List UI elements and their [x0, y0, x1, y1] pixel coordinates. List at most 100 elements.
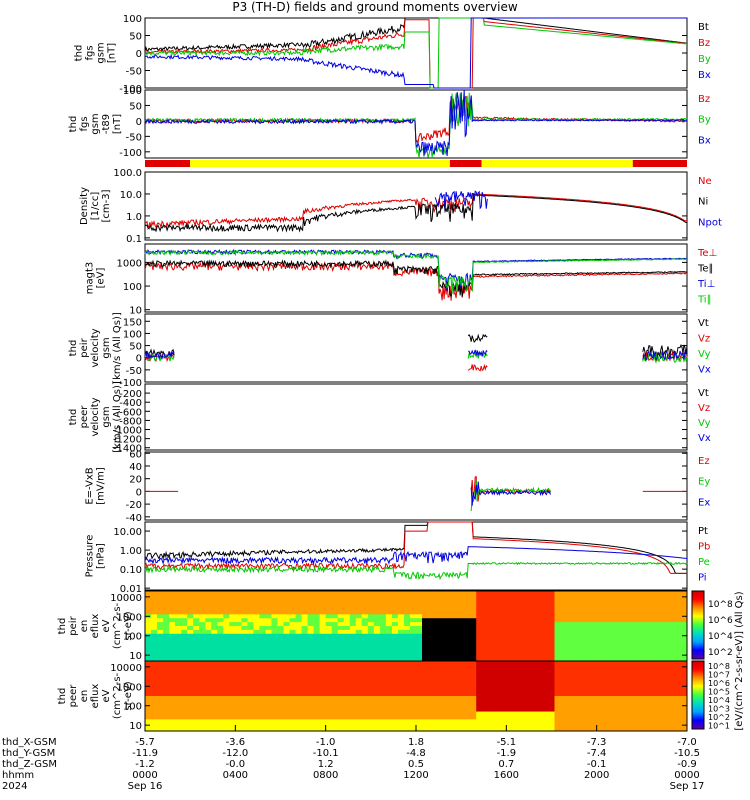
spectrogram-cell — [259, 711, 266, 716]
spectrogram-cell — [566, 606, 574, 611]
spectrogram-cell — [632, 633, 640, 639]
series-line — [434, 190, 488, 210]
spectrogram-cell — [211, 649, 218, 654]
spectrogram-cell — [458, 680, 465, 685]
spectrogram-cell — [289, 653, 297, 658]
spectrogram-cell — [512, 606, 519, 611]
spectrogram-cell — [452, 649, 459, 654]
spectrogram-cell — [295, 707, 303, 713]
spectrogram-cell — [253, 688, 260, 693]
spectrogram-cell — [343, 645, 351, 650]
spectrogram-cell — [638, 692, 646, 697]
spectrogram-cell — [205, 664, 212, 670]
spectrogram-cell — [506, 606, 513, 611]
spectrogram-cell — [181, 606, 188, 611]
spectrogram-cell — [181, 610, 188, 615]
spectrogram-cell — [355, 657, 363, 662]
spectrogram-cell — [307, 676, 315, 681]
spectrogram-cell — [331, 719, 339, 724]
spectrogram-cell — [385, 622, 393, 627]
spectrogram-cell — [181, 633, 188, 639]
spectrogram-cell — [500, 727, 507, 732]
spectrogram-cell — [247, 649, 254, 654]
spectrogram-cell — [440, 614, 447, 619]
spectrogram-cell — [530, 672, 537, 678]
spectrogram-cell — [482, 641, 489, 646]
spectrogram-cell — [265, 688, 272, 693]
spectrogram-cell — [295, 696, 303, 701]
spectrogram-cell — [470, 649, 477, 654]
spectrogram-cell — [656, 699, 664, 705]
series-line — [144, 17, 688, 89]
spectrogram-cell — [554, 676, 562, 681]
spectrogram-cell — [542, 684, 549, 689]
spectrogram-cell — [470, 645, 477, 650]
legend-entry: Bx — [698, 70, 711, 81]
spectrogram-cell — [494, 684, 501, 689]
spectrogram-cell — [494, 602, 501, 608]
spectrogram-cell — [403, 618, 411, 623]
spectrogram-cell — [566, 719, 574, 724]
spectrogram-cell — [301, 688, 309, 693]
spectrogram-cell — [650, 661, 658, 666]
y-tick-label: 100 — [123, 702, 142, 713]
x-tick-label: -1.9 — [497, 748, 517, 759]
spectrogram-cell — [241, 684, 248, 689]
spectrogram-cell — [440, 610, 447, 615]
spectrogram-cell — [566, 703, 574, 709]
spectrogram-cell — [668, 664, 676, 670]
spectrogram-cell — [211, 618, 218, 623]
spectrogram-cell — [680, 657, 688, 662]
spectrogram-cell — [403, 649, 411, 654]
spectrogram-cell — [644, 723, 652, 728]
spectrogram-cell — [277, 591, 285, 596]
spectrogram-cell — [524, 668, 531, 674]
spectrogram-cell — [379, 633, 387, 639]
spectrogram-cell — [403, 602, 411, 608]
spectrogram-cell — [566, 598, 574, 604]
spectrogram-cell — [367, 664, 375, 670]
spectrogram-cell — [379, 657, 387, 662]
spectrogram-cell — [494, 680, 501, 685]
spectrogram-cell — [626, 606, 634, 611]
spectrogram-cell — [277, 602, 285, 608]
x-row-label: thd_Y-GSM — [2, 748, 55, 759]
spectrogram-cell — [163, 626, 170, 631]
spectrogram-cell — [422, 684, 429, 689]
spectrogram-cell — [500, 688, 507, 693]
spectrogram-cell — [518, 641, 525, 646]
y-tick-label: 0 — [136, 354, 142, 365]
spectrogram-cell — [355, 699, 363, 705]
spectrogram-cell — [560, 622, 568, 627]
spectrogram-cell — [223, 633, 230, 639]
spectrogram-cell — [596, 657, 604, 662]
spectrogram-cell — [620, 637, 628, 643]
spectrogram-cell — [554, 680, 562, 685]
spectrogram-cell — [259, 692, 266, 697]
spectrogram-cell — [584, 711, 592, 716]
spectrogram-cell — [355, 598, 363, 604]
spectrogram-cell — [367, 711, 375, 716]
spectrogram-cell — [295, 719, 303, 724]
spectrogram-cell — [662, 594, 670, 600]
spectrogram-cell — [241, 668, 248, 674]
spectrogram-cell — [355, 672, 363, 678]
spectrogram-cell — [349, 711, 357, 716]
spectrogram-cell — [668, 719, 676, 724]
spectrogram-cell — [325, 715, 333, 720]
spectrogram-cell — [662, 626, 670, 631]
spectrogram-cell — [434, 626, 441, 631]
spectrogram-cell — [416, 668, 423, 674]
spectrogram-cell — [253, 622, 260, 627]
spectrogram-cell — [614, 723, 622, 728]
spectrogram-cell — [187, 688, 194, 693]
spectrogram-cell — [584, 657, 592, 662]
spectrogram-cell — [440, 629, 447, 635]
spectrogram-cell — [241, 594, 248, 600]
spectrogram-cell — [416, 719, 423, 724]
spectrogram-cell — [560, 637, 568, 643]
spectrogram-cell — [217, 633, 224, 639]
spectrogram-cell — [277, 645, 285, 650]
spectrogram-cell — [464, 591, 471, 596]
spectrogram-cell — [217, 696, 224, 701]
